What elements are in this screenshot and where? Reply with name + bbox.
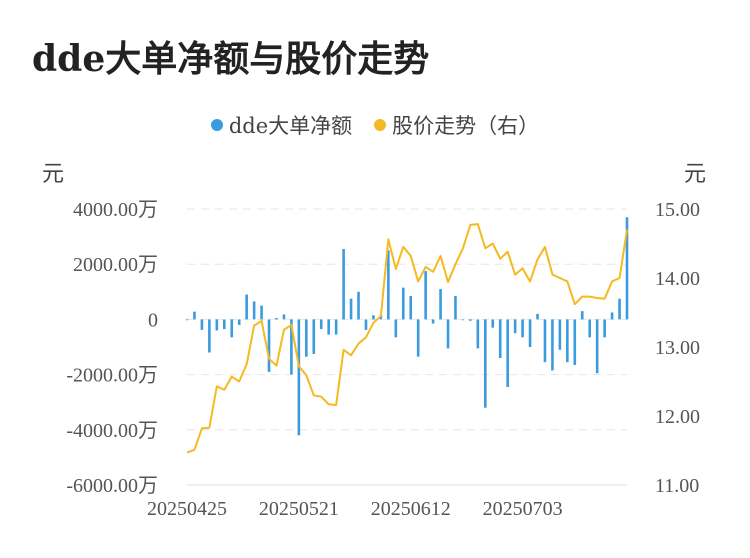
x-tick-label: 20250703 <box>483 498 563 520</box>
legend-item-dde[interactable]: dde大单净额 <box>210 110 353 140</box>
left-tick-label: 0 <box>148 309 158 331</box>
dde-bar <box>260 305 263 320</box>
left-tick-label: -4000.00万 <box>66 420 158 442</box>
dde-bar <box>222 319 226 330</box>
dde-bar <box>252 301 256 320</box>
price-line-group <box>186 223 628 454</box>
dde-bar <box>185 319 189 321</box>
dde-bar <box>208 319 211 353</box>
right-axis-ticks: 15.00 14.00 13.00 12.00 11.00 <box>655 199 700 497</box>
dde-bar <box>625 217 629 320</box>
left-tick-label: -2000.00万 <box>66 365 158 387</box>
right-tick-label: 12.00 <box>655 406 700 428</box>
dde-bar <box>595 319 599 374</box>
dde-bar <box>282 314 286 320</box>
dde-bar <box>349 298 353 320</box>
dde-bar <box>610 312 614 320</box>
dde-bar <box>580 311 584 320</box>
dde-bar <box>469 319 472 321</box>
dde-bar <box>461 319 465 321</box>
x-tick-label: 20250612 <box>371 498 451 520</box>
dde-bar <box>439 289 442 320</box>
dde-bar <box>409 295 413 320</box>
dde-bar <box>484 319 487 408</box>
dde-bar <box>566 319 569 363</box>
dde-bar <box>401 287 405 320</box>
dde-bar <box>342 249 345 320</box>
dde-bar <box>372 315 375 320</box>
dde-bar <box>215 319 219 331</box>
left-tick-label: -6000.00万 <box>66 475 158 497</box>
dde-bar <box>603 319 606 338</box>
dde-bar <box>431 319 435 324</box>
dde-bar <box>454 295 457 320</box>
dde-bar <box>513 319 517 334</box>
dde-bar <box>573 319 577 365</box>
dde-bar <box>290 319 293 375</box>
dde-bar <box>267 319 271 372</box>
right-axis-unit: 元 <box>684 162 707 187</box>
legend-item-price[interactable]: 股价走势（右） <box>374 110 539 140</box>
dde-bar <box>528 319 532 347</box>
dde-bar <box>319 319 323 330</box>
dde-bar <box>521 319 524 338</box>
right-tick-label: 11.00 <box>655 475 699 497</box>
price-line <box>186 223 628 454</box>
legend-label-price: 股价走势（右） <box>392 114 540 138</box>
dde-bar <box>334 319 338 335</box>
dde-bar <box>387 250 390 320</box>
x-tick-label: 20250521 <box>259 498 339 520</box>
left-tick-label: 4000.00万 <box>73 199 158 221</box>
chart-title: dde大单净额与股价走势 <box>32 38 430 80</box>
left-axis-unit: 元 <box>42 162 65 187</box>
x-tick-label: 20250425 <box>147 498 227 520</box>
dde-bar <box>588 319 592 338</box>
left-axis-ticks: 4000.00万 2000.00万 0 -2000.00万 -4000.00万 -6000… <box>66 199 158 497</box>
legend-dot-price <box>374 119 387 131</box>
dde-bar <box>327 319 330 335</box>
legend-label-dde: dde大单净额 <box>228 114 353 138</box>
dde-bar <box>416 319 420 357</box>
right-tick-label: 14.00 <box>655 268 700 290</box>
dde-bar <box>245 294 248 320</box>
dde-bar <box>491 319 495 328</box>
dde-bar <box>543 319 547 363</box>
dde-bar <box>193 311 196 320</box>
dde-bar <box>297 319 301 436</box>
dde-bar <box>446 319 450 349</box>
dde-bar <box>364 319 368 330</box>
dde-bar <box>394 319 398 338</box>
chart-legend: dde大单净额 股价走势（右） <box>0 110 750 140</box>
right-tick-label: 13.00 <box>655 337 700 359</box>
dde-bar <box>312 319 316 354</box>
left-tick-label: 2000.00万 <box>73 254 158 276</box>
dde-bar <box>506 319 509 388</box>
dde-bar <box>618 298 621 320</box>
dde-bar <box>305 319 308 357</box>
dde-bar <box>230 319 234 338</box>
dde-bar <box>200 319 204 330</box>
dde-bar <box>498 319 502 359</box>
x-axis-ticks: 20250425 20250521 20250612 20250703 <box>147 498 563 520</box>
dde-bar <box>237 319 241 325</box>
dde-bar <box>536 313 539 320</box>
dde-bar <box>424 271 427 320</box>
dde-bar <box>551 319 554 371</box>
dde-bars <box>185 217 629 436</box>
dde-bar <box>379 315 383 320</box>
dde-bar <box>275 318 278 320</box>
dde-bar <box>476 319 480 349</box>
dde-bar <box>357 291 360 320</box>
legend-dot-dde <box>210 119 223 131</box>
right-tick-label: 15.00 <box>655 199 700 221</box>
dde-bar <box>558 319 562 350</box>
